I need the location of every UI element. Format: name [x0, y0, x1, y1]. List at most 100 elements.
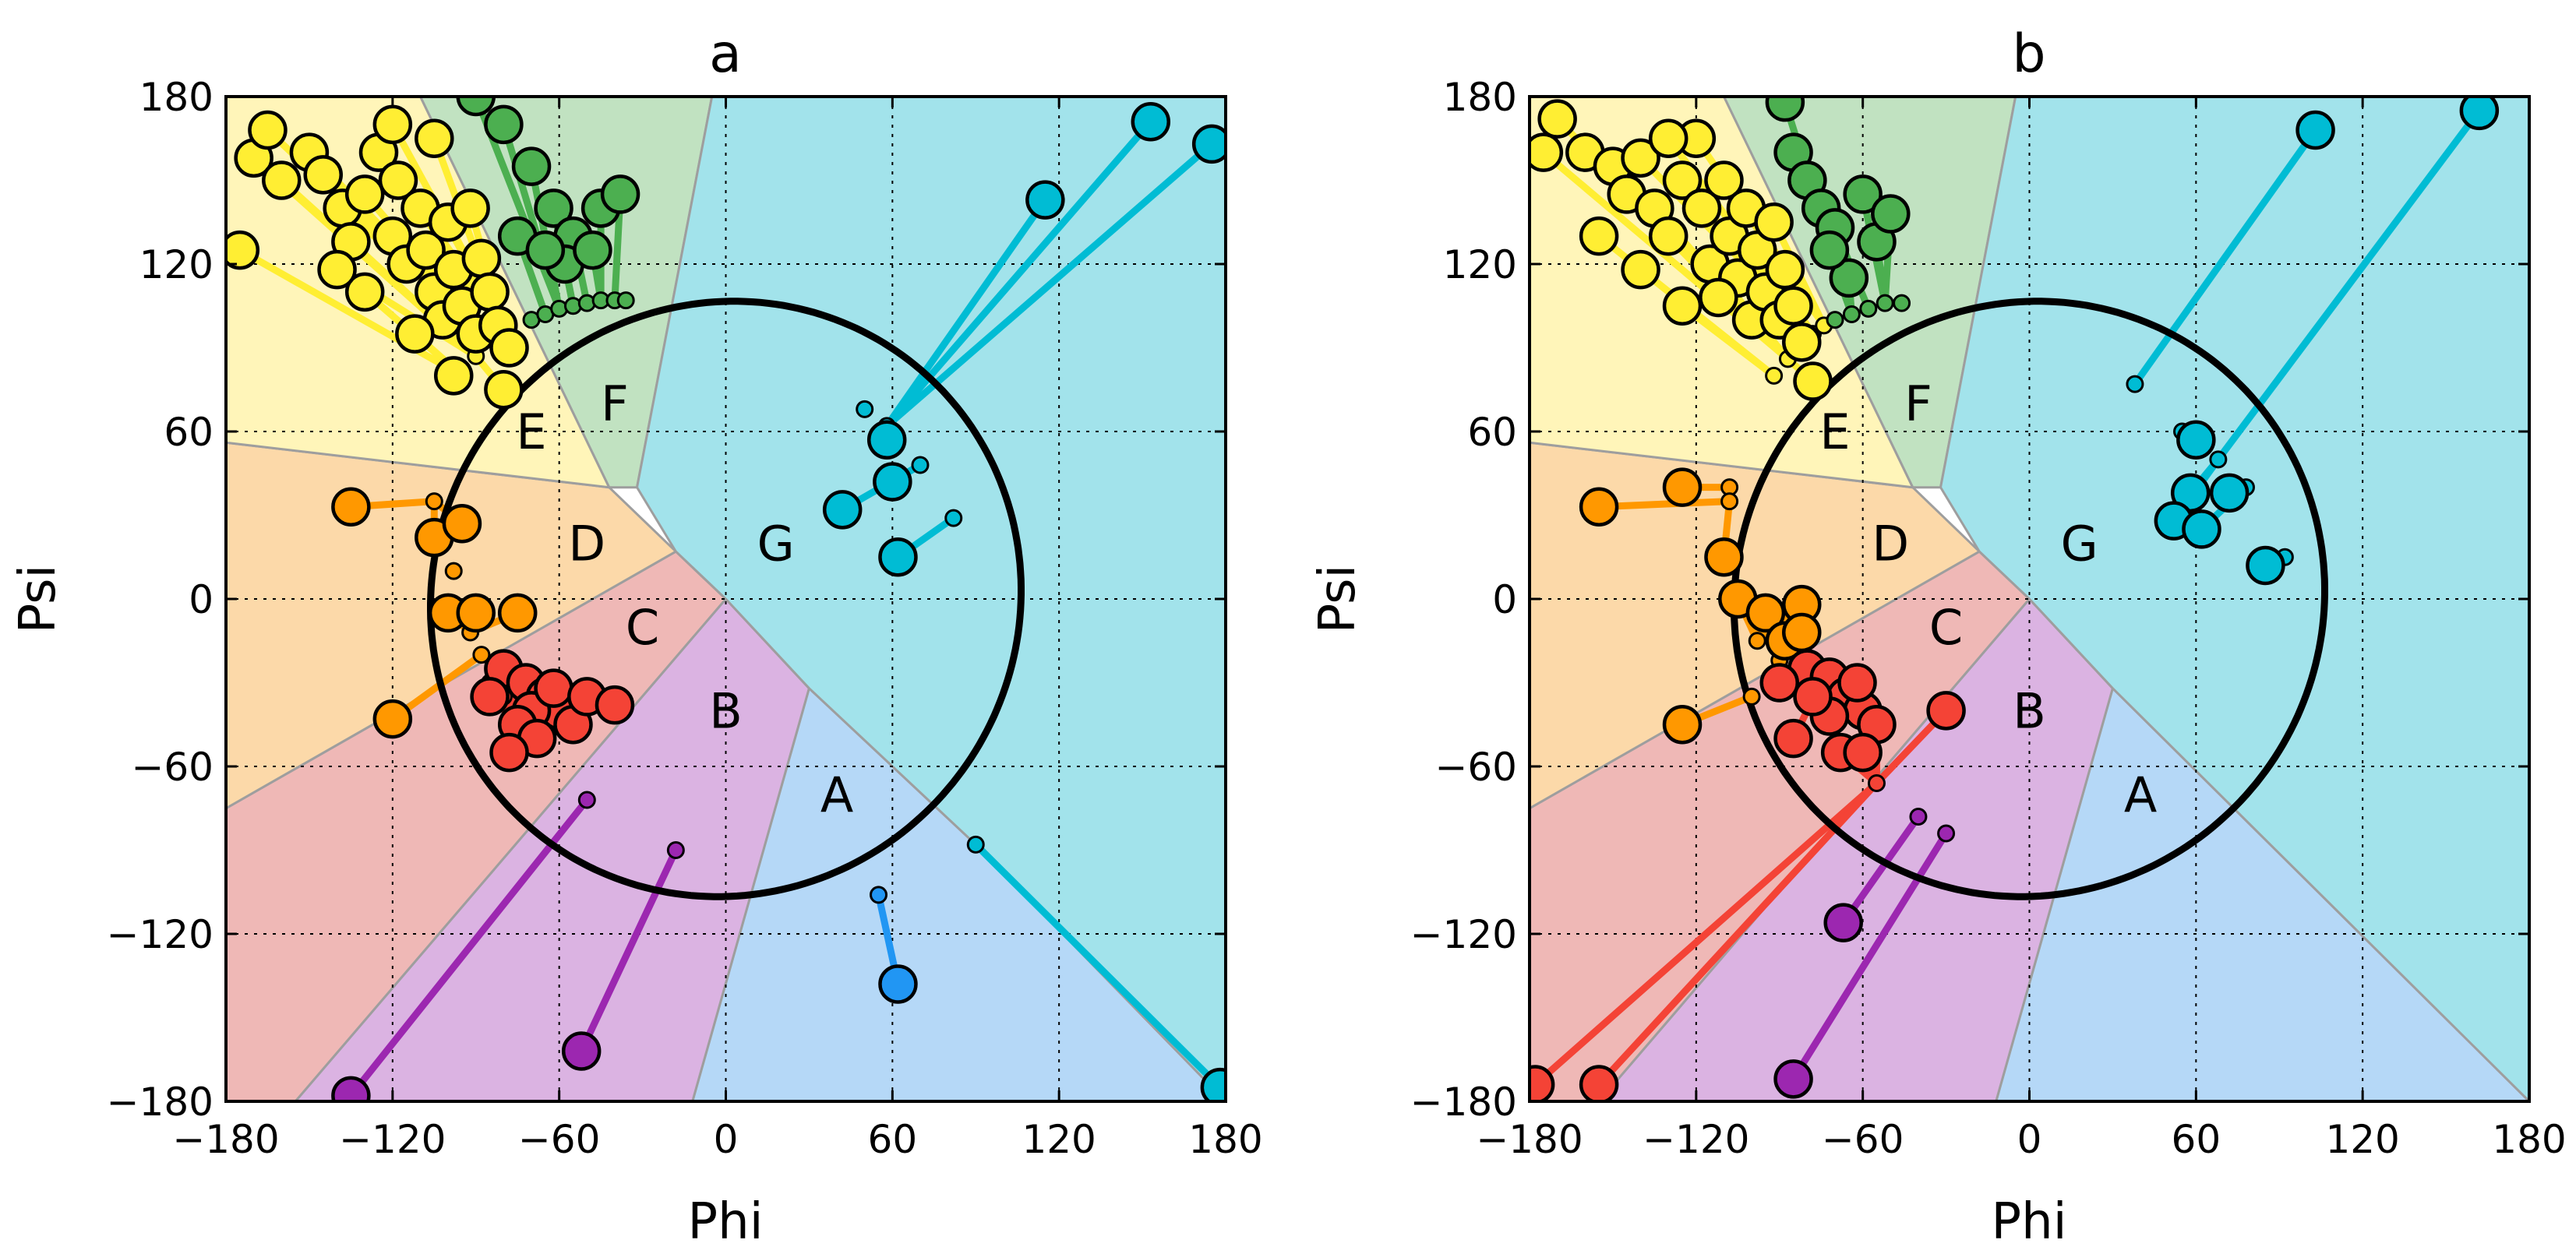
data-point-d	[442, 504, 482, 544]
y-tick-label: 180	[1443, 75, 1517, 120]
tick-layer-b: −180 −120 −60 0 60 120 180 180 120 60 0 −60 −120 −180	[1410, 75, 2567, 1162]
x-tick-label: 0	[2017, 1117, 2042, 1162]
connector-line-d	[1595, 498, 1734, 511]
data-point-f	[525, 230, 566, 270]
data-point-c	[1843, 732, 1883, 773]
y-tick-label: 60	[164, 410, 213, 455]
ellipse-layer-b	[1731, 298, 2328, 900]
anchor-point-b	[666, 841, 685, 859]
data-point-c	[1793, 677, 1833, 717]
data-point-g	[1025, 180, 1065, 220]
x-tick-label: −60	[518, 1117, 601, 1162]
anchor-point-d	[1742, 687, 1761, 706]
region-label-e: E	[516, 403, 546, 460]
data-point-e	[344, 174, 385, 214]
x-tick-label: −120	[339, 1117, 446, 1162]
x-tick-label: −60	[1822, 1117, 1904, 1162]
data-point-c	[1759, 663, 1799, 703]
y-tick-label: −180	[107, 1080, 213, 1125]
data-point-e	[406, 230, 446, 270]
data-point-f	[534, 188, 573, 228]
anchor-point-d	[472, 646, 491, 664]
point-layer-b	[1530, 97, 2500, 1101]
y-tick-label: 180	[139, 75, 213, 120]
data-point-f	[484, 104, 524, 145]
data-point-e	[378, 160, 418, 200]
tick-layer-a: −180 −120 −60 0 60 120 180 180 120 60 0 −60 −120 −180	[107, 75, 1263, 1162]
x-tick-label: −180	[172, 1117, 279, 1162]
region-label-g: G	[2061, 515, 2098, 572]
data-point-g	[2295, 110, 2335, 150]
x-tick-label: 60	[2172, 1117, 2221, 1162]
x-tick-label: 120	[2325, 1117, 2399, 1162]
anchor-point-g	[2209, 450, 2228, 469]
y-tick-label: 0	[189, 577, 213, 622]
data-point-c	[1530, 1065, 1555, 1101]
anchor-point-b	[1909, 808, 1928, 826]
x-tick-label: 180	[2492, 1117, 2566, 1162]
data-point-e	[470, 272, 510, 312]
data-point-f	[573, 230, 612, 270]
data-point-d	[331, 487, 371, 527]
data-point-e	[489, 328, 529, 368]
data-point-g	[866, 420, 907, 460]
data-point-e	[433, 356, 474, 396]
data-point-d	[372, 699, 413, 739]
y-tick-label: 120	[1443, 242, 1517, 287]
y-tick-label: −60	[131, 745, 213, 790]
grid-layer-a	[226, 97, 1226, 1101]
region-label-c: C	[626, 599, 659, 656]
anchor-point-g	[966, 835, 985, 854]
region-label-a: A	[2124, 766, 2157, 823]
connector-line-b	[1840, 813, 1922, 927]
region-g	[635, 97, 1226, 1101]
data-point-e	[344, 272, 385, 312]
connector-line-g	[972, 840, 1224, 1091]
anchor-point-f	[1842, 305, 1861, 323]
y-tick-label: −180	[1410, 1080, 1517, 1125]
data-point-e	[1662, 160, 1703, 200]
connector-line-b	[1790, 830, 1950, 1083]
region-label-c: C	[1929, 599, 1963, 656]
data-point-g	[1200, 1067, 1226, 1101]
x-axis-label-b: Phi	[1992, 1193, 2067, 1251]
data-point-g	[1131, 102, 1171, 142]
data-point-g	[2182, 509, 2221, 549]
data-point-e	[317, 249, 357, 290]
anchor-point-b	[577, 791, 596, 809]
anchor-point-e	[1765, 366, 1784, 385]
ellipse-curve	[1731, 298, 2328, 900]
anchor-point-g	[856, 400, 874, 418]
data-point-c	[1926, 691, 1966, 731]
y-tick-label: −120	[1410, 912, 1517, 957]
x-axis-label-a: Phi	[688, 1193, 764, 1251]
region-g	[1939, 97, 2529, 1101]
connector-line-b	[577, 847, 679, 1055]
data-point-e	[372, 104, 413, 145]
data-point-f	[511, 146, 552, 186]
point-layer-a	[226, 97, 1226, 1101]
data-point-e	[1699, 277, 1738, 318]
connector-line-g	[883, 196, 1049, 430]
data-point-b	[331, 1076, 371, 1101]
data-point-e	[1782, 322, 1822, 362]
data-point-e	[1681, 188, 1722, 228]
anchor-point-a	[870, 886, 888, 904]
data-point-c	[1837, 663, 1877, 703]
x-tick-label: −120	[1643, 1117, 1749, 1162]
connector-line-g	[2214, 107, 2483, 463]
connector-line-c	[1531, 780, 1880, 1088]
x-tick-label: 0	[714, 1117, 739, 1162]
data-point-c	[470, 677, 510, 717]
anchor-point-g	[911, 456, 930, 474]
data-point-c	[1579, 1065, 1619, 1101]
data-point-e	[1648, 216, 1689, 256]
anchor-point-f	[1826, 311, 1844, 329]
data-point-f	[1871, 194, 1911, 234]
data-point-g	[822, 490, 863, 530]
